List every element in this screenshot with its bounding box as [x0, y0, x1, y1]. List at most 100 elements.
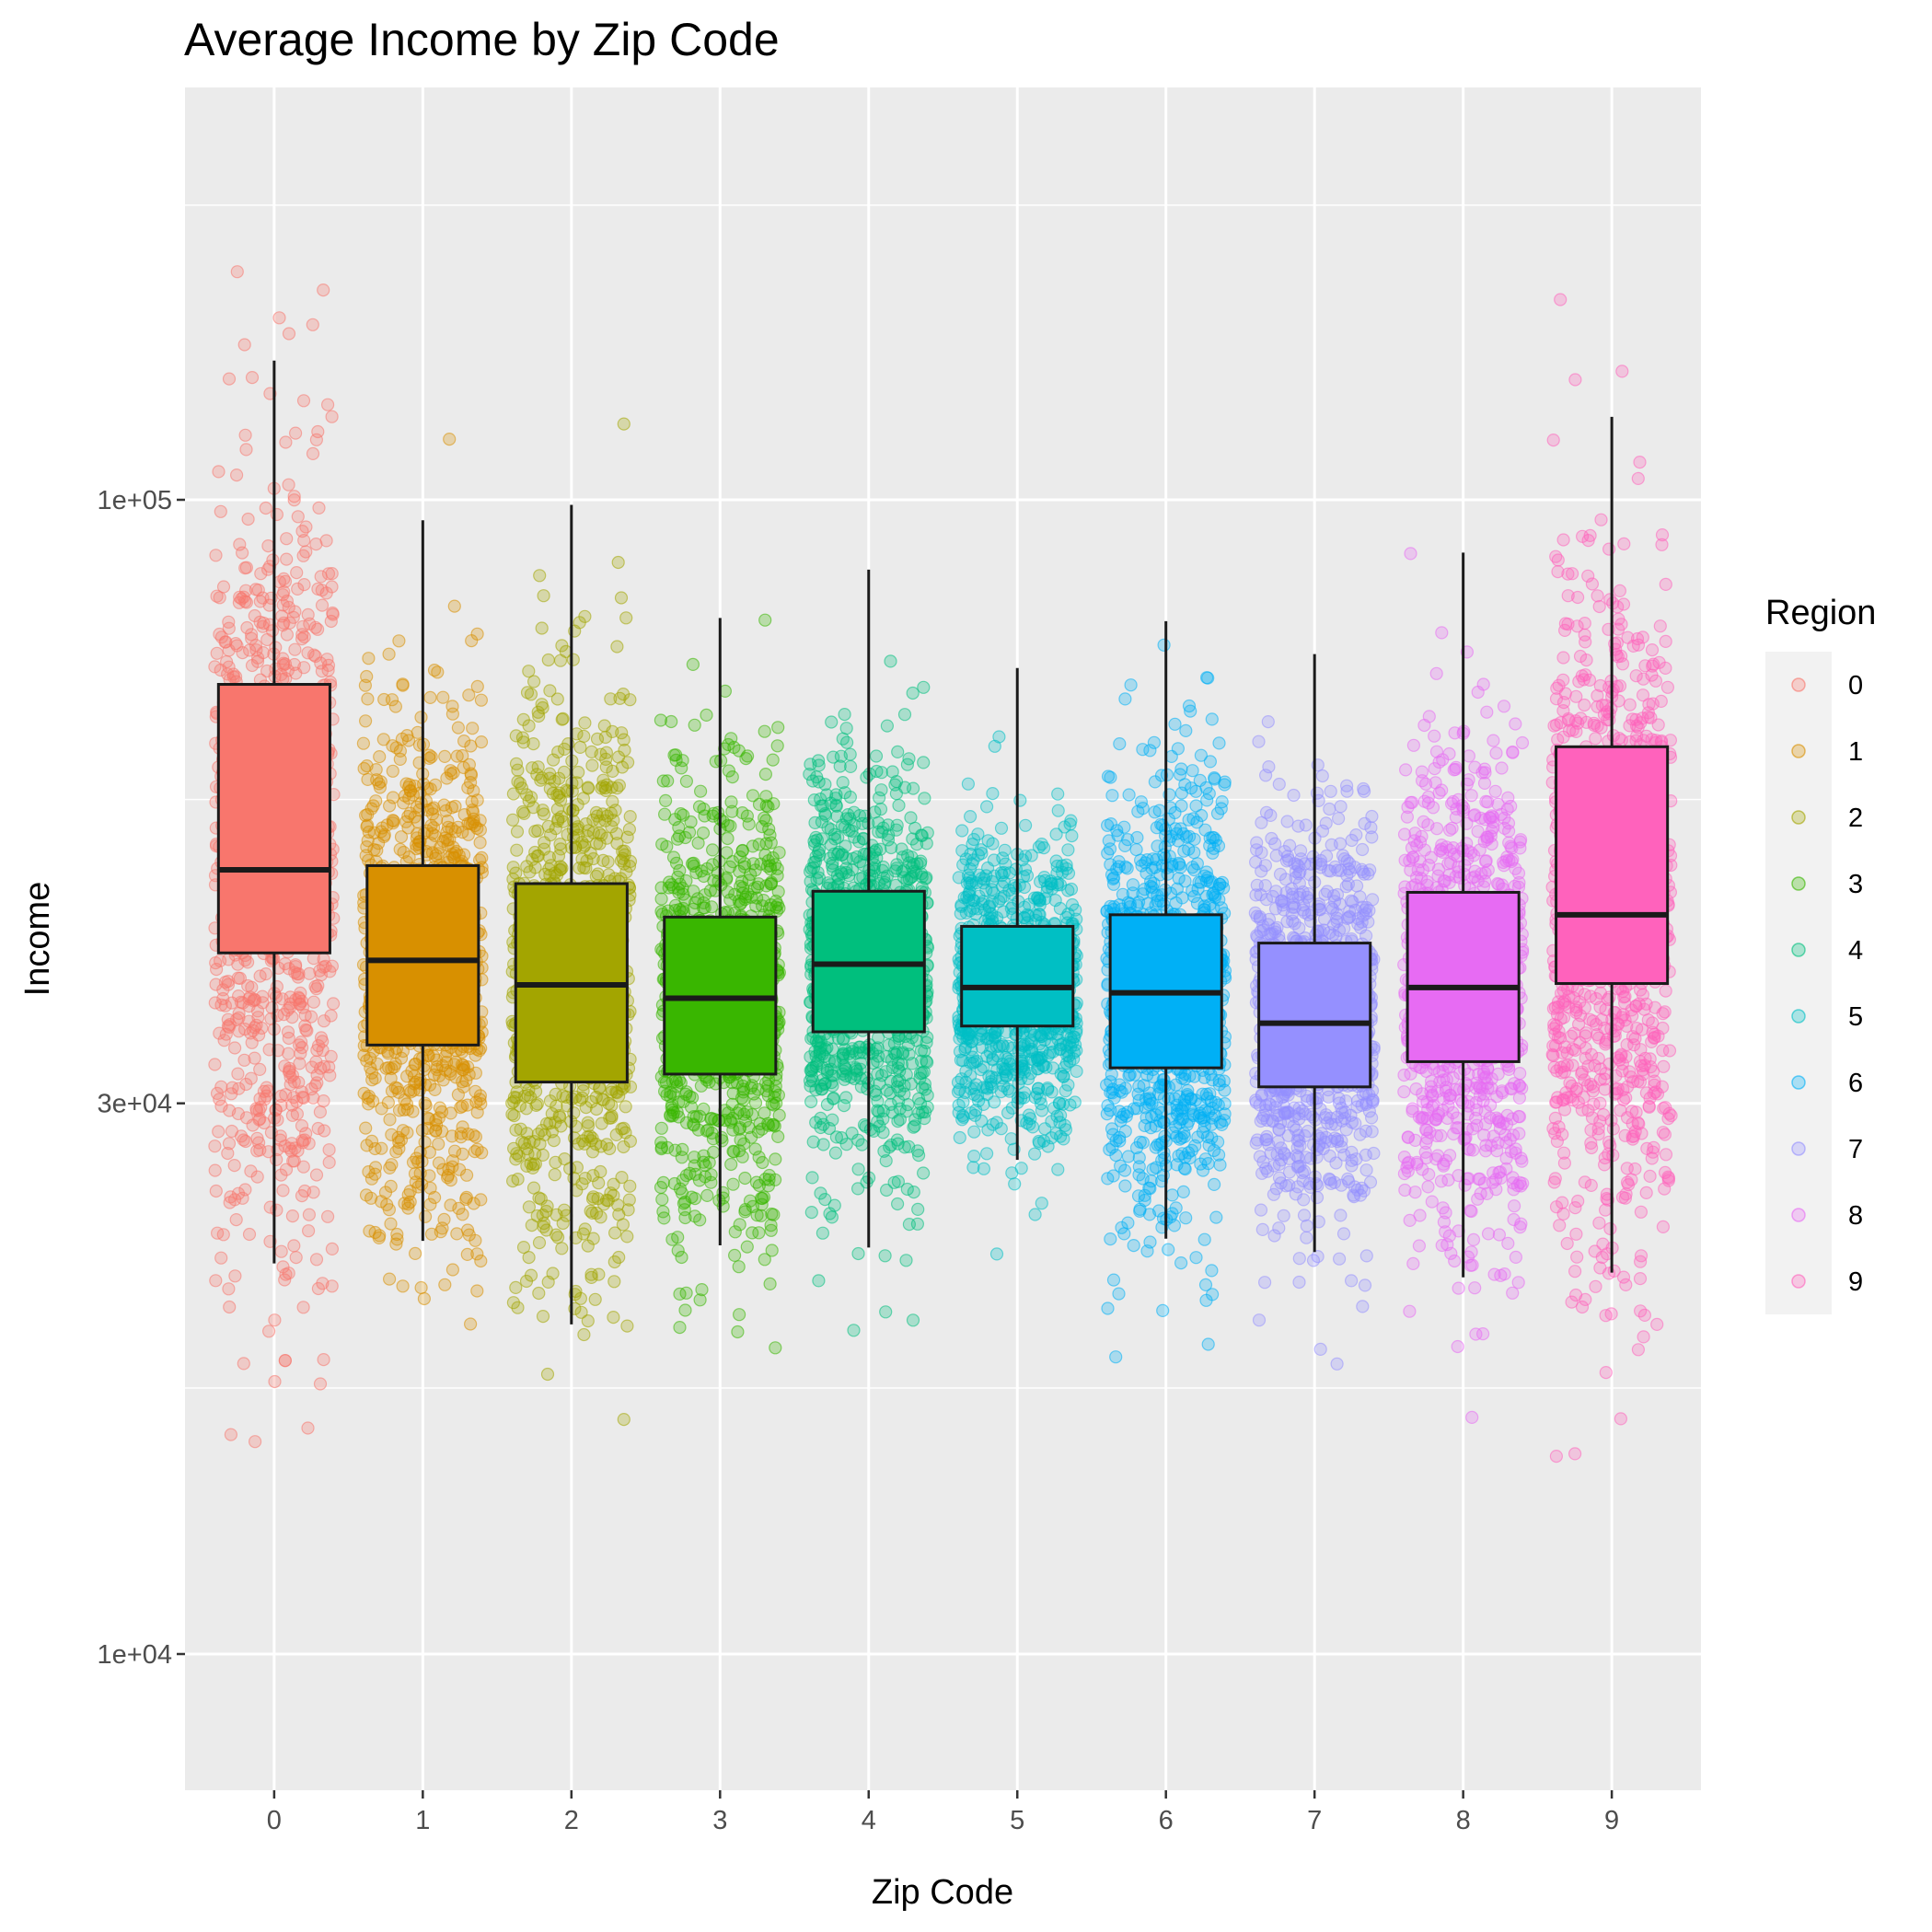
data-point — [325, 959, 339, 973]
data-point — [359, 1121, 373, 1135]
data-point — [278, 1354, 292, 1368]
data-point — [911, 1202, 925, 1217]
data-point — [692, 800, 707, 814]
data-point — [733, 1218, 746, 1232]
data-point — [259, 501, 272, 515]
data-point — [917, 680, 931, 694]
data-point — [321, 567, 336, 581]
data-point — [549, 821, 562, 836]
data-point — [711, 805, 725, 820]
data-point — [566, 653, 580, 666]
data-point — [617, 417, 631, 431]
data-point — [361, 692, 375, 706]
data-point — [393, 752, 407, 767]
data-point — [382, 1203, 396, 1217]
data-point — [529, 1098, 543, 1113]
data-point — [409, 1246, 422, 1261]
data-point — [278, 1140, 292, 1153]
data-point — [581, 1116, 595, 1129]
data-point — [732, 1260, 746, 1274]
data-point — [723, 860, 737, 873]
data-point — [966, 1161, 980, 1174]
data-point — [272, 311, 286, 325]
data-point — [222, 1282, 236, 1296]
data-point — [698, 1170, 712, 1184]
data-point — [814, 792, 827, 806]
data-point — [377, 692, 391, 707]
data-point — [364, 1061, 377, 1075]
data-point — [620, 1230, 634, 1244]
data-point — [604, 692, 618, 706]
data-point — [225, 1124, 238, 1139]
data-point — [989, 1247, 1004, 1261]
data-point — [307, 995, 320, 1009]
data-point — [325, 1242, 339, 1256]
data-point — [237, 1357, 250, 1371]
data-point — [879, 1183, 894, 1197]
data-point — [214, 1080, 228, 1093]
data-point — [555, 639, 569, 653]
data-point — [882, 1038, 896, 1052]
data-point — [444, 1198, 457, 1212]
data-point — [428, 828, 442, 843]
data-point — [238, 561, 252, 575]
data-point — [677, 1203, 691, 1217]
data-point — [881, 833, 896, 847]
data-point — [228, 1193, 242, 1207]
data-point — [915, 870, 929, 884]
data-point — [297, 661, 311, 675]
data-point — [727, 740, 741, 755]
data-point — [362, 652, 376, 665]
data-point — [536, 1208, 550, 1222]
data-point — [431, 665, 445, 679]
data-point — [758, 767, 773, 781]
data-point — [655, 1192, 669, 1207]
data-point — [251, 1011, 265, 1024]
data-point — [401, 734, 416, 747]
data-point — [739, 751, 753, 766]
data-point — [671, 1244, 685, 1257]
data-point — [532, 1235, 547, 1250]
data-point — [700, 1124, 713, 1138]
data-point — [671, 1231, 685, 1244]
data-point — [470, 679, 484, 694]
data-point — [466, 722, 480, 735]
data-point — [766, 753, 780, 767]
data-point — [825, 715, 839, 729]
data-point — [892, 798, 906, 813]
data-point — [661, 904, 676, 918]
data-point — [831, 877, 845, 892]
data-point — [917, 756, 931, 769]
data-point — [880, 719, 895, 733]
data-point — [700, 1188, 714, 1203]
data-point — [809, 1049, 823, 1063]
data-point — [877, 1144, 891, 1158]
data-point — [522, 1250, 536, 1265]
data-point — [573, 861, 586, 875]
data-point — [816, 1226, 830, 1240]
data-point — [526, 761, 539, 775]
data-point — [915, 828, 929, 843]
data-point — [274, 1089, 288, 1104]
data-point — [597, 719, 611, 733]
data-point — [291, 510, 305, 524]
data-point — [299, 545, 313, 559]
data-point — [755, 819, 769, 834]
data-point — [212, 465, 226, 479]
data-point — [309, 433, 323, 446]
data-point — [430, 813, 444, 827]
data-point — [460, 1247, 474, 1262]
data-point — [401, 1201, 415, 1215]
data-point — [223, 1104, 237, 1117]
data-point — [287, 1091, 301, 1105]
data-point — [890, 818, 904, 832]
data-point — [434, 1225, 447, 1239]
data-point — [836, 1048, 850, 1062]
data-point — [445, 1263, 459, 1277]
data-point — [614, 591, 629, 605]
data-point — [570, 1161, 584, 1174]
data-point — [279, 1163, 294, 1176]
data-point — [456, 748, 469, 763]
data-point — [261, 538, 275, 553]
data-point — [511, 1172, 525, 1186]
